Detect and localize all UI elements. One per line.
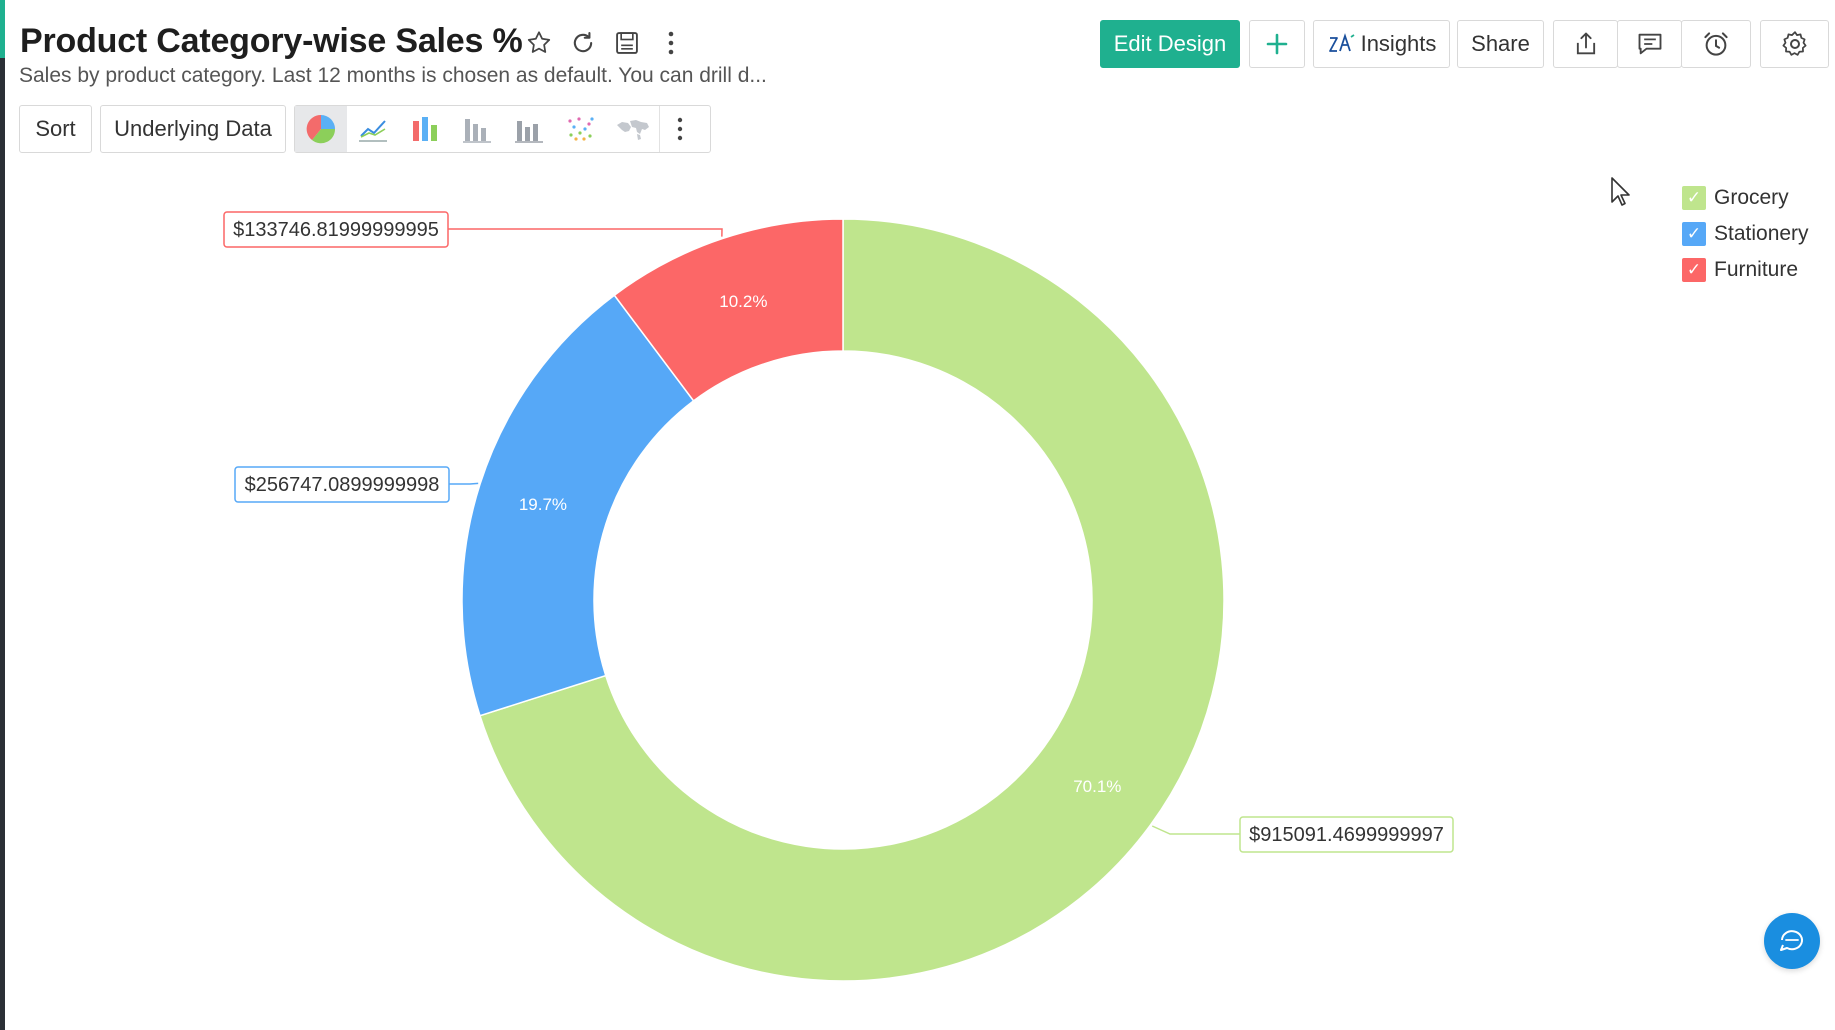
page-title: Product Category-wise Sales % [20, 22, 523, 60]
chart-type-switcher [294, 105, 711, 153]
callout-box [223, 211, 449, 248]
slice-value-label: $915091.4699999997 [1249, 824, 1444, 846]
legend-checkbox-grocery[interactable]: ✓ [1682, 186, 1706, 210]
edit-design-button[interactable]: Edit Design [1100, 20, 1240, 68]
chat-support-button[interactable] [1764, 913, 1820, 969]
line-chart-icon[interactable] [347, 106, 399, 152]
donut-slice-furniture[interactable] [613, 218, 844, 402]
favorite-star-icon[interactable] [522, 26, 556, 60]
plus-icon [1266, 33, 1288, 55]
legend-label: Stationery [1714, 222, 1809, 245]
insights-icon [1328, 33, 1355, 52]
add-button[interactable] [1249, 20, 1305, 68]
callout-connector [1151, 825, 1240, 835]
legend-item-stationery[interactable]: ✓ Stationery [1682, 216, 1809, 252]
insights-button[interactable]: Insights [1313, 20, 1450, 68]
share-button[interactable]: Share [1457, 20, 1544, 68]
page-subtitle: Sales by product category. Last 12 month… [19, 64, 767, 87]
slice-percent-label: 10.2% [719, 292, 767, 311]
save-icon[interactable] [610, 26, 644, 60]
export-icon [1576, 32, 1595, 55]
underlying-data-button[interactable]: Underlying Data [100, 105, 286, 153]
legend-checkbox-stationery[interactable]: ✓ [1682, 222, 1706, 246]
legend-label: Grocery [1714, 186, 1789, 209]
insights-label: Insights [1360, 31, 1437, 56]
bar-chart-icon[interactable] [399, 106, 451, 152]
legend-label: Furniture [1714, 258, 1799, 281]
chat-bubble-icon [1780, 930, 1803, 951]
callout-connector [449, 482, 479, 485]
column-chart-icon[interactable] [451, 106, 503, 152]
legend-checkbox-furniture[interactable]: ✓ [1682, 258, 1706, 282]
window-left-edge [0, 0, 5, 1030]
pie-chart-icon[interactable] [295, 106, 347, 152]
mouse-cursor-icon [1611, 177, 1630, 206]
active-accent-bar [0, 0, 5, 58]
callout-box [1239, 816, 1454, 853]
export-button[interactable] [1553, 20, 1618, 68]
stacked-chart-icon[interactable] [503, 106, 555, 152]
comment-icon [1638, 33, 1661, 55]
legend-item-furniture[interactable]: ✓ Furniture [1682, 252, 1809, 288]
callout-box [234, 466, 450, 503]
gear-icon [1782, 31, 1806, 56]
refresh-icon[interactable] [566, 26, 600, 60]
sort-button[interactable]: Sort [19, 105, 92, 153]
slice-percent-label: 19.7% [519, 495, 567, 514]
legend-item-grocery[interactable]: ✓ Grocery [1682, 180, 1809, 216]
slice-value-label: $133746.81999999995 [233, 219, 439, 241]
scatter-chart-icon[interactable] [555, 106, 607, 152]
map-chart-icon[interactable] [607, 106, 659, 152]
donut-slice-grocery[interactable] [479, 218, 1225, 982]
slice-percent-label: 70.1% [1073, 777, 1121, 796]
title-actions [522, 26, 688, 60]
more-options-icon[interactable] [654, 26, 688, 60]
donut-slice-stationery[interactable] [461, 294, 695, 717]
chart-legend: ✓ Grocery ✓ Stationery ✓ Furniture [1682, 180, 1809, 288]
alarm-clock-icon [1704, 32, 1728, 56]
chart-more-options-icon[interactable] [659, 106, 700, 152]
schedule-alert-button[interactable] [1681, 20, 1751, 68]
slice-value-label: $256747.0899999998 [245, 474, 440, 496]
callout-connector [448, 228, 723, 237]
settings-button[interactable] [1760, 20, 1829, 68]
